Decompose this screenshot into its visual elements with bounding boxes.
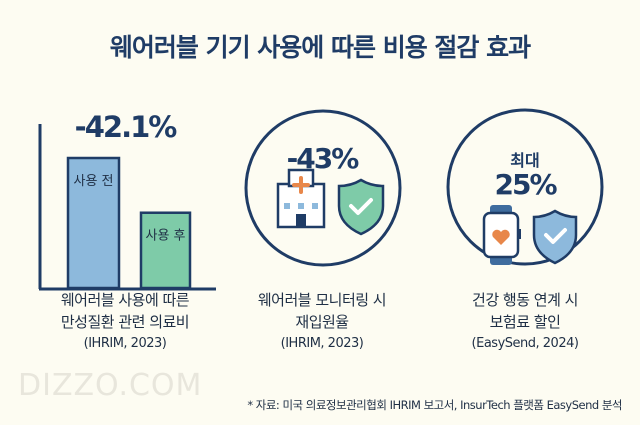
smartwatch-heart-icon xyxy=(482,205,521,265)
hospital-icon xyxy=(276,168,326,229)
insurance-circle xyxy=(446,108,604,266)
caption-readmission: 웨어러블 모니터링 시 재입원율 (IHRIM, 2023) xyxy=(257,291,387,351)
bar-label: 사용 후 xyxy=(145,229,185,244)
caption-insurance: 건강 행동 연계 시 보험료 할인 (EasySend, 2024) xyxy=(471,291,579,351)
readmission-value: -43% xyxy=(286,142,360,175)
bar-1 xyxy=(66,156,121,290)
insurance-value: 25% xyxy=(494,168,557,201)
shield-check-icon xyxy=(532,209,578,265)
chart-annotation: -42.1% xyxy=(74,110,178,144)
shield-check-icon xyxy=(337,178,385,236)
watermark: DIZZO.COM xyxy=(18,368,203,403)
insurance-prefix: 최대 xyxy=(510,151,540,170)
footnote: * 자료: 미국 의료정보관리협회 IHRIM 보고서, InsurTech 플… xyxy=(247,398,622,412)
bar-label: 사용 전 xyxy=(73,174,113,189)
bar-chart: 사용 전사용 후 xyxy=(38,124,216,291)
caption-medical-cost: 웨어러블 사용에 따른 만성질환 관련 의료비 (IHRIM, 2023) xyxy=(60,291,190,351)
readmission-circle xyxy=(244,109,402,267)
page-title: 웨어러블 기기 사용에 따른 비용 절감 효과 xyxy=(109,33,531,62)
bar-2 xyxy=(139,211,192,290)
